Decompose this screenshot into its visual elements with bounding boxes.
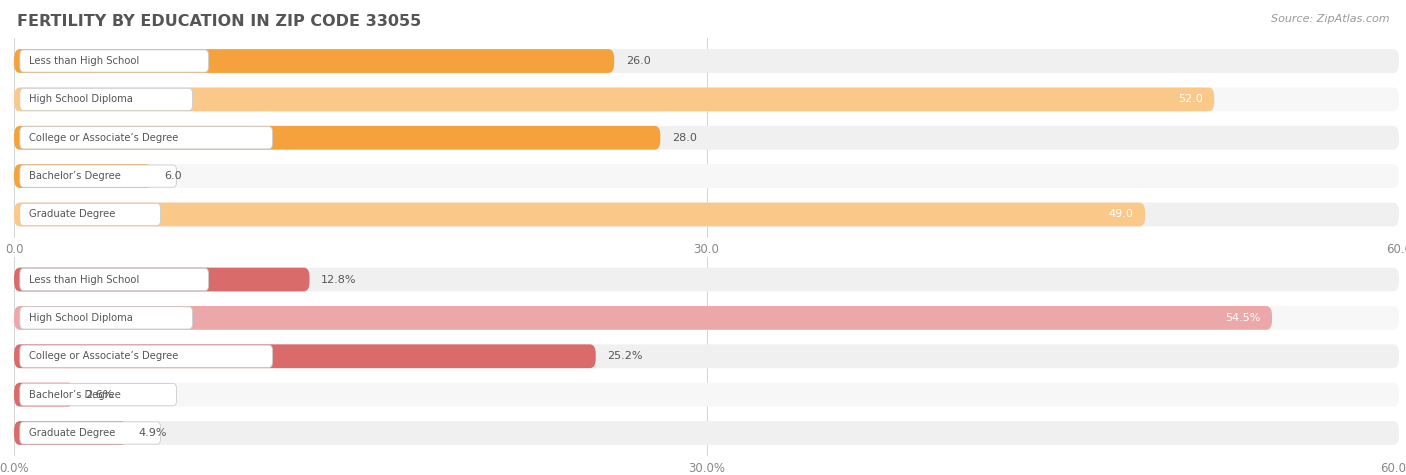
Text: College or Associate’s Degree: College or Associate’s Degree bbox=[30, 351, 179, 361]
Text: 4.9%: 4.9% bbox=[139, 428, 167, 438]
FancyBboxPatch shape bbox=[20, 165, 177, 187]
FancyBboxPatch shape bbox=[14, 126, 1399, 150]
FancyBboxPatch shape bbox=[20, 50, 208, 72]
Text: 28.0: 28.0 bbox=[672, 133, 697, 143]
Text: FERTILITY BY EDUCATION IN ZIP CODE 33055: FERTILITY BY EDUCATION IN ZIP CODE 33055 bbox=[17, 14, 422, 29]
Text: 12.8%: 12.8% bbox=[321, 275, 357, 285]
FancyBboxPatch shape bbox=[14, 383, 1399, 407]
Text: Graduate Degree: Graduate Degree bbox=[30, 209, 115, 219]
FancyBboxPatch shape bbox=[14, 421, 1399, 445]
FancyBboxPatch shape bbox=[14, 202, 1399, 227]
Text: Less than High School: Less than High School bbox=[30, 56, 139, 66]
FancyBboxPatch shape bbox=[14, 87, 1399, 111]
FancyBboxPatch shape bbox=[14, 306, 1399, 330]
Text: College or Associate’s Degree: College or Associate’s Degree bbox=[30, 133, 179, 143]
FancyBboxPatch shape bbox=[14, 164, 1399, 188]
Text: 26.0: 26.0 bbox=[626, 56, 651, 66]
FancyBboxPatch shape bbox=[14, 383, 75, 407]
FancyBboxPatch shape bbox=[20, 88, 193, 111]
FancyBboxPatch shape bbox=[14, 267, 1399, 291]
Text: High School Diploma: High School Diploma bbox=[30, 95, 134, 104]
FancyBboxPatch shape bbox=[14, 49, 614, 73]
FancyBboxPatch shape bbox=[14, 202, 1144, 227]
FancyBboxPatch shape bbox=[14, 267, 309, 291]
FancyBboxPatch shape bbox=[14, 344, 596, 368]
FancyBboxPatch shape bbox=[14, 126, 661, 150]
Text: 6.0: 6.0 bbox=[165, 171, 181, 181]
FancyBboxPatch shape bbox=[20, 307, 193, 329]
Text: 25.2%: 25.2% bbox=[607, 351, 643, 361]
Text: High School Diploma: High School Diploma bbox=[30, 313, 134, 323]
FancyBboxPatch shape bbox=[14, 421, 127, 445]
FancyBboxPatch shape bbox=[14, 344, 1399, 368]
Text: Bachelor’s Degree: Bachelor’s Degree bbox=[30, 171, 121, 181]
Text: Source: ZipAtlas.com: Source: ZipAtlas.com bbox=[1271, 14, 1389, 24]
FancyBboxPatch shape bbox=[20, 268, 208, 291]
FancyBboxPatch shape bbox=[14, 306, 1272, 330]
Text: Graduate Degree: Graduate Degree bbox=[30, 428, 115, 438]
FancyBboxPatch shape bbox=[20, 345, 273, 367]
FancyBboxPatch shape bbox=[20, 422, 160, 444]
Text: 2.6%: 2.6% bbox=[86, 390, 114, 399]
FancyBboxPatch shape bbox=[20, 203, 160, 226]
Text: 52.0: 52.0 bbox=[1178, 95, 1202, 104]
Text: 49.0: 49.0 bbox=[1109, 209, 1133, 219]
FancyBboxPatch shape bbox=[20, 127, 273, 149]
FancyBboxPatch shape bbox=[14, 164, 153, 188]
FancyBboxPatch shape bbox=[14, 49, 1399, 73]
Text: Less than High School: Less than High School bbox=[30, 275, 139, 285]
FancyBboxPatch shape bbox=[20, 383, 177, 406]
Text: 54.5%: 54.5% bbox=[1225, 313, 1261, 323]
FancyBboxPatch shape bbox=[14, 87, 1215, 111]
Text: Bachelor’s Degree: Bachelor’s Degree bbox=[30, 390, 121, 399]
